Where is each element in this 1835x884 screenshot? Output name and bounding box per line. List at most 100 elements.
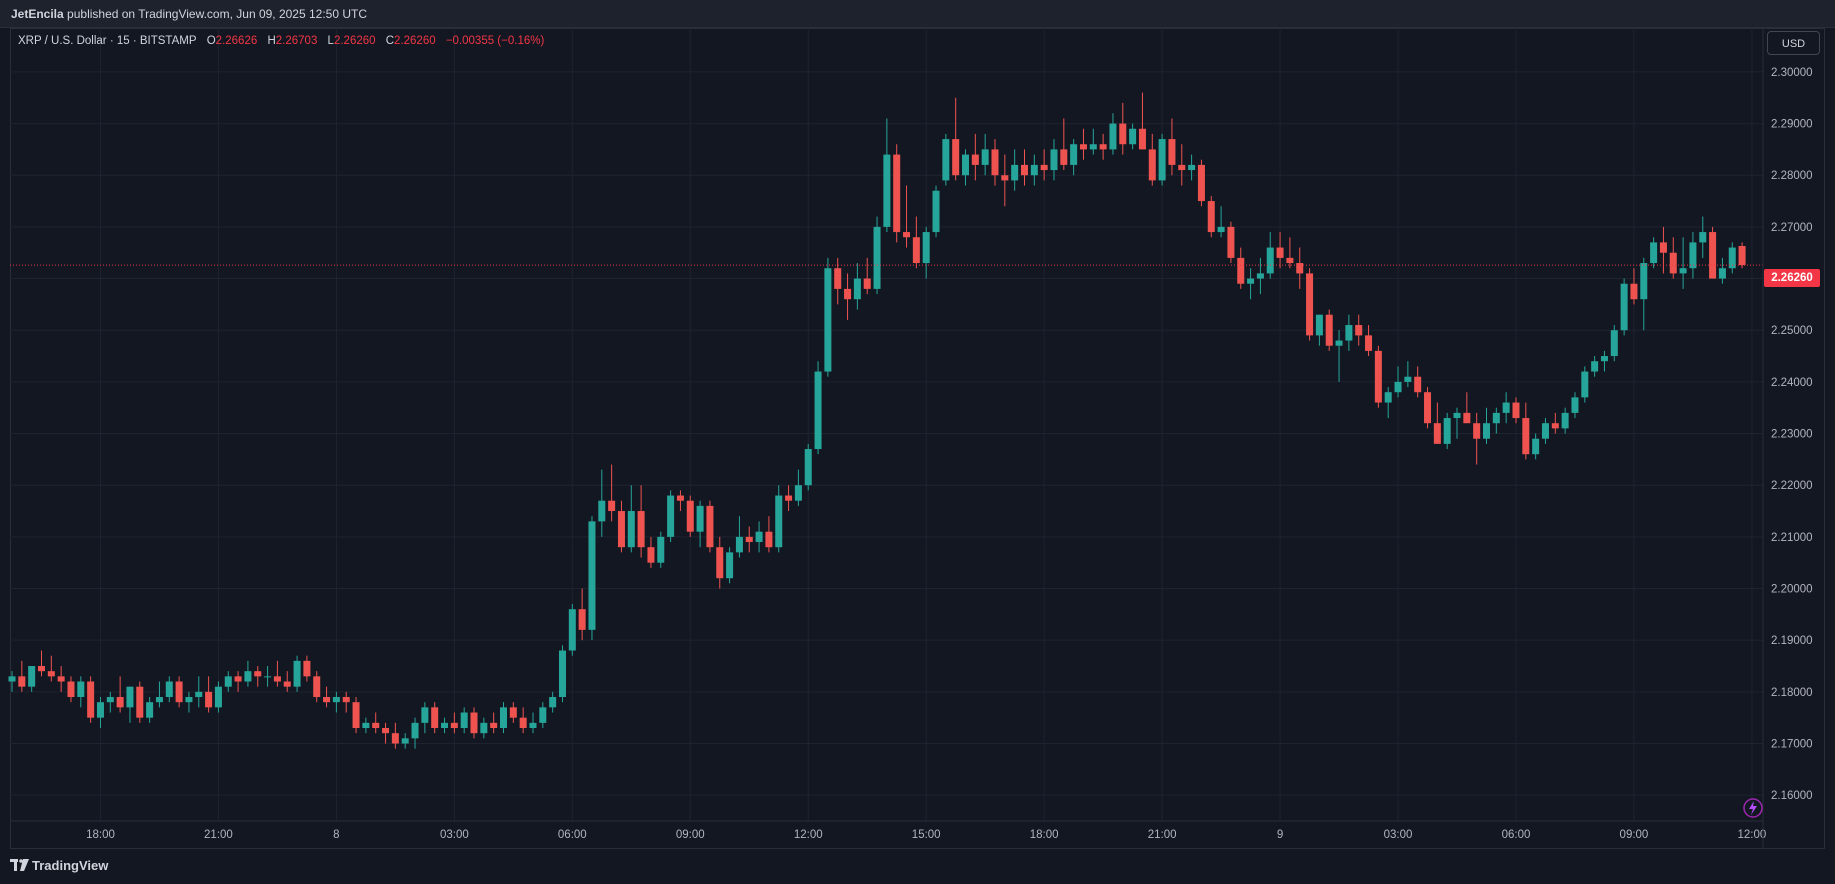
- currency-button[interactable]: USD: [1767, 31, 1820, 55]
- x-tick-label: 21:00: [1148, 829, 1177, 841]
- candle-body: [1689, 242, 1697, 269]
- y-tick-label: 2.28000: [1771, 170, 1813, 182]
- candle-body: [175, 681, 183, 703]
- candle-series: [8, 92, 1746, 749]
- y-tick-label: 2.27000: [1771, 222, 1813, 234]
- candle-body: [637, 511, 645, 548]
- candle-body: [1650, 242, 1658, 264]
- candle-body: [1738, 246, 1746, 266]
- candle-body: [1394, 381, 1402, 393]
- candle-body: [893, 154, 901, 233]
- chart-frame[interactable]: [10, 28, 1825, 849]
- tradingview-logo-icon[interactable]: [10, 859, 30, 873]
- candle-body: [37, 666, 45, 672]
- candle-body: [1522, 418, 1530, 455]
- y-tick-label: 2.24000: [1771, 377, 1813, 389]
- candle-body: [519, 717, 527, 729]
- candle-body: [647, 547, 655, 563]
- y-tick-label: 2.21000: [1771, 532, 1813, 544]
- candle-body: [1512, 402, 1520, 419]
- candle-body: [480, 722, 488, 734]
- candle-body: [1256, 273, 1264, 279]
- candle-body: [1492, 412, 1500, 424]
- x-tick-label: 09:00: [676, 829, 705, 841]
- y-tick-label: 2.17000: [1771, 739, 1813, 751]
- candle-body: [1050, 149, 1058, 171]
- x-tick-label: 09:00: [1620, 829, 1649, 841]
- candle-body: [1129, 128, 1137, 145]
- candle-body: [578, 609, 586, 630]
- tradingview-brand[interactable]: TradingView: [32, 858, 109, 873]
- candle-body: [952, 139, 960, 176]
- candle-body: [1315, 314, 1323, 336]
- candle-body: [981, 149, 989, 165]
- y-tick-label: 2.20000: [1771, 584, 1813, 596]
- candle-body: [676, 495, 684, 501]
- candle-body: [1453, 412, 1461, 419]
- candle-body: [1276, 247, 1284, 258]
- y-tick-label: 2.23000: [1771, 429, 1813, 441]
- candle-body: [588, 521, 596, 630]
- candle-body: [1365, 335, 1373, 351]
- candle-body: [106, 697, 114, 703]
- candle-body: [303, 660, 311, 677]
- candle-body: [352, 702, 360, 729]
- candle-body: [47, 671, 55, 677]
- candle-body: [1237, 257, 1245, 284]
- candle-body: [1286, 257, 1294, 264]
- candle-body: [657, 536, 665, 563]
- symbol-name[interactable]: XRP / U.S. Dollar · 15 · BITSTAMP: [18, 35, 197, 47]
- candle-body: [549, 697, 557, 708]
- candle-body: [1718, 268, 1726, 279]
- y-tick-label: 2.18000: [1771, 687, 1813, 699]
- candle-body: [382, 728, 390, 734]
- candle-body: [146, 702, 154, 718]
- candle-body: [1197, 164, 1205, 202]
- candle-body: [814, 371, 822, 450]
- candle-body: [1561, 412, 1569, 429]
- candle-body: [971, 154, 979, 165]
- candle-body: [1699, 232, 1707, 243]
- candle-body: [205, 691, 213, 708]
- candle-body: [1306, 273, 1314, 336]
- candle-body: [1070, 144, 1078, 165]
- candle-body: [77, 681, 85, 698]
- y-tick-label: 2.22000: [1771, 480, 1813, 492]
- x-tick-label: 18:00: [1030, 829, 1059, 841]
- candle-body: [1502, 402, 1510, 413]
- x-tick-label: 8: [333, 829, 339, 841]
- x-tick-label: 06:00: [558, 829, 587, 841]
- candle-body: [853, 278, 861, 300]
- footer-bar: [0, 850, 1835, 884]
- candle-body: [1483, 423, 1490, 439]
- candle-body: [362, 722, 370, 729]
- candle-body: [1404, 376, 1412, 382]
- time-axis: 18:00 21:00 8 03:00 06:00 09:00 12:00 15:00 18:0…: [86, 829, 1766, 841]
- candle-body: [490, 722, 498, 729]
- candle-body: [1148, 149, 1156, 181]
- candle-body: [1011, 164, 1019, 181]
- candle-body: [942, 139, 950, 181]
- lightning-icon[interactable]: [1742, 797, 1764, 819]
- candle-body: [1079, 144, 1087, 150]
- candle-body: [1247, 278, 1255, 284]
- candle-body: [716, 547, 724, 579]
- candle-body: [224, 676, 232, 687]
- x-tick-label: 12:00: [794, 829, 823, 841]
- candle-body: [745, 536, 753, 543]
- candle-body: [165, 681, 173, 698]
- candle-body: [1119, 123, 1127, 145]
- candle-body: [1630, 283, 1638, 300]
- candle-body: [1020, 164, 1028, 176]
- candle-body: [922, 232, 930, 264]
- candle-body: [234, 676, 242, 682]
- candle-body: [28, 666, 36, 687]
- candle-body: [1188, 164, 1196, 171]
- candle-body: [1600, 356, 1608, 362]
- candle-body: [1473, 423, 1481, 439]
- candle-body: [342, 697, 350, 703]
- x-tick-label: 21:00: [204, 829, 233, 841]
- candle-body: [608, 500, 616, 512]
- candle-body: [1109, 123, 1117, 150]
